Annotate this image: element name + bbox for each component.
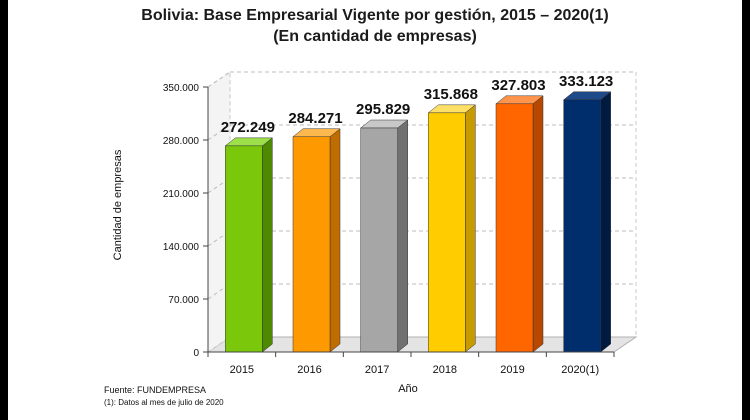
chart-subtitle: (En cantidad de empresas) <box>273 28 477 45</box>
bar-side <box>329 128 341 353</box>
bar <box>427 104 477 353</box>
bar-front <box>563 99 601 353</box>
bar <box>495 95 544 353</box>
bar <box>224 137 274 353</box>
gridline-diagonal <box>207 124 231 141</box>
chart-title: Bolivia: Base Empresarial Vigente por ge… <box>141 7 609 24</box>
bar-chart: 272.249 284.271 295.829 315.868 327.803 333.1… <box>112 71 638 395</box>
bar-side <box>262 137 273 353</box>
bar <box>292 128 341 353</box>
bar-front <box>428 112 466 353</box>
y-tick-label: 140.000 <box>163 242 200 253</box>
y-tick-label: 210.000 <box>163 189 200 200</box>
y-tick-label: 0 <box>193 348 199 359</box>
bar-front <box>360 127 398 353</box>
y-axis: 0 70.000 140.000 210.000 280.000 350.000 <box>163 83 209 359</box>
bar-front <box>225 145 263 353</box>
x-axis: 2015 2016 2017 2018 2019 2020(1) <box>207 351 615 376</box>
x-tick-label: 2015 <box>230 364 254 376</box>
bar-side <box>465 104 476 353</box>
bar <box>562 91 612 353</box>
x-tick-label: 2018 <box>433 364 457 376</box>
bar-side <box>397 119 408 353</box>
bar-side <box>600 91 611 353</box>
bar-side <box>532 95 544 353</box>
x-tick-label: 2016 <box>297 364 321 376</box>
data-label: 272.249 <box>221 119 275 136</box>
value-labels: 272.249 284.271 295.829 315.868 327.803 333.1… <box>221 73 614 136</box>
x-tick-label: 2019 <box>500 364 524 376</box>
y-tick-label: 280.000 <box>163 136 200 147</box>
bar <box>359 119 409 353</box>
x-tick-label: 2020(1) <box>561 364 599 376</box>
data-label: 315.868 <box>424 86 478 103</box>
x-tick-label: 2017 <box>365 364 389 376</box>
gridline-diagonal <box>207 71 231 88</box>
footnote: (1): Datos al mes de julio de 2020 <box>104 398 224 407</box>
y-tick-label: 350.000 <box>163 83 200 94</box>
data-label: 295.829 <box>356 101 410 118</box>
source-note: Fuente: FUNDEMPRESA <box>104 385 207 395</box>
x-axis-label: Año <box>398 383 418 395</box>
bars <box>224 91 612 353</box>
y-tick-label: 70.000 <box>168 295 199 306</box>
bar-front <box>292 136 331 353</box>
data-label: 327.803 <box>491 77 545 94</box>
chart-frame: Bolivia: Base Empresarial Vigente por ge… <box>8 0 742 420</box>
bar-front <box>495 103 534 353</box>
data-label: 284.271 <box>288 110 342 127</box>
y-axis-label: Cantidad de empresas <box>112 149 124 260</box>
data-label: 333.123 <box>559 73 613 90</box>
